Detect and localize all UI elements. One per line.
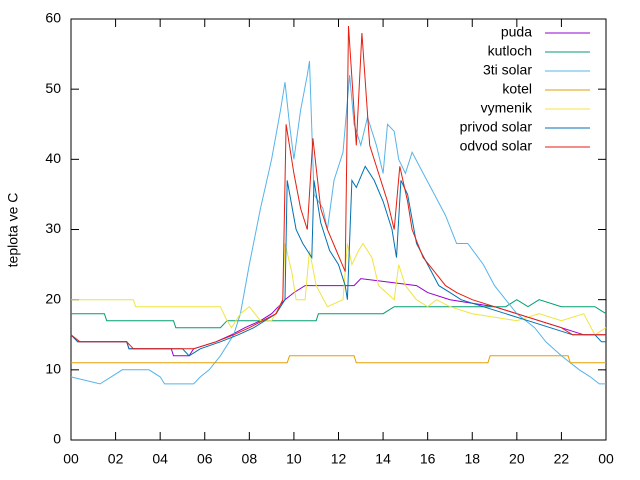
x-tick-label: 18 [464,451,480,467]
x-tick-label: 04 [152,451,168,467]
series-line [71,355,606,364]
legend-label: 3ti solar [483,62,532,78]
y-tick-label: 30 [45,220,61,236]
legend-label: privod solar [460,119,533,135]
x-tick-label: 02 [108,451,124,467]
y-axis-label: teplota ve C [5,193,21,268]
y-tick-label: 10 [45,361,61,377]
x-tick-label: 14 [375,451,391,467]
series-line [70,278,606,357]
series-line [71,242,607,336]
x-tick-label: 22 [554,451,570,467]
y-tick-label: 0 [53,431,61,447]
x-tick-label: 00 [63,451,79,467]
series-line [70,61,606,385]
x-tick-label: 12 [331,451,347,467]
y-tick-label: 40 [45,150,61,166]
x-tick-label: 10 [286,451,302,467]
legend-label: odvod solar [460,138,533,154]
y-tick-label: 60 [45,10,61,26]
legend-label: kotel [502,81,532,97]
x-tick-label: 08 [242,451,258,467]
legend-label: vymenik [481,100,533,116]
x-tick-label: 16 [420,451,436,467]
series-line [71,299,607,329]
y-tick-label: 50 [45,80,61,96]
x-tick-label: 20 [509,451,525,467]
legend-label: puda [501,24,532,40]
x-tick-label: 00 [598,451,614,467]
legend-label: kutloch [488,43,532,59]
series-line [70,25,606,350]
series-line [70,165,606,357]
y-tick-label: 20 [45,290,61,306]
x-tick-label: 06 [197,451,213,467]
